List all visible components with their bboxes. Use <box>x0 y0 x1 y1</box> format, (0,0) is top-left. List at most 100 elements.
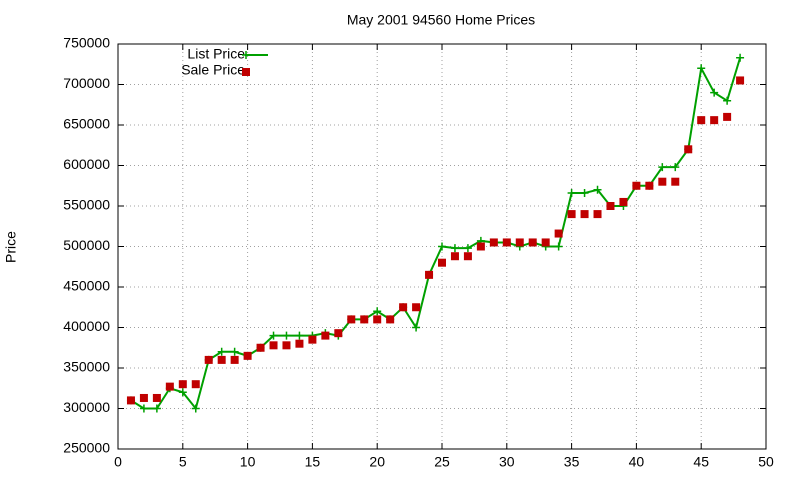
x-tick-label: 0 <box>114 454 122 470</box>
x-tick-label: 5 <box>179 454 187 470</box>
point-marker <box>386 315 395 324</box>
point-marker <box>489 238 498 247</box>
point-marker <box>541 238 550 247</box>
point-marker <box>269 341 278 350</box>
point-marker <box>399 303 408 312</box>
point-marker <box>243 351 252 360</box>
point-marker <box>476 242 485 251</box>
point-marker <box>723 96 732 105</box>
point-marker <box>217 355 226 364</box>
point-marker <box>425 270 434 279</box>
y-tick-label: 400000 <box>63 318 110 334</box>
point-marker <box>204 355 213 364</box>
point-marker <box>295 331 304 340</box>
point-marker <box>282 341 291 350</box>
point-marker <box>632 181 641 190</box>
point-marker <box>710 88 719 97</box>
point-marker <box>295 339 304 348</box>
point-marker <box>684 145 693 154</box>
point-marker <box>438 258 446 267</box>
series-line <box>130 57 742 411</box>
y-tick-label: 750000 <box>63 35 110 51</box>
point-marker <box>269 331 278 340</box>
point-marker <box>139 404 148 413</box>
point-marker <box>658 163 667 172</box>
y-tick-label: 350000 <box>63 359 110 375</box>
point-marker <box>502 238 511 247</box>
point-marker <box>360 315 369 324</box>
point-marker <box>347 315 356 324</box>
point-marker <box>230 355 239 364</box>
x-tick-label: 10 <box>240 454 256 470</box>
point-marker <box>152 404 161 413</box>
point-marker <box>450 252 459 261</box>
point-marker <box>554 242 563 251</box>
y-tick-label: 250000 <box>63 440 110 456</box>
x-tick-label: 40 <box>629 454 645 470</box>
point-marker <box>126 396 135 405</box>
legend-label: List Price <box>187 46 245 62</box>
point-marker <box>619 197 628 206</box>
y-tick-label: 500000 <box>63 237 110 253</box>
point-marker <box>217 347 226 356</box>
point-marker <box>321 331 330 340</box>
point-marker <box>178 388 187 397</box>
point-marker <box>438 242 446 251</box>
y-tick-label: 550000 <box>63 197 110 213</box>
point-marker <box>736 76 745 85</box>
point-marker <box>152 393 161 402</box>
legend-marker <box>242 51 250 59</box>
point-marker <box>723 112 732 121</box>
point-marker <box>593 185 602 194</box>
point-marker <box>230 347 239 356</box>
x-tick-label: 50 <box>758 454 774 470</box>
point-marker <box>412 323 421 332</box>
y-tick-label: 300000 <box>63 399 110 415</box>
point-marker <box>567 210 576 219</box>
point-marker <box>256 343 265 352</box>
point-marker <box>580 189 589 198</box>
y-tick-label: 650000 <box>63 116 110 132</box>
chart-title: May 2001 94560 Home Prices <box>347 12 535 28</box>
plot-border <box>117 43 767 450</box>
point-marker <box>671 163 680 172</box>
point-marker <box>697 116 706 125</box>
x-tick-label: 30 <box>499 454 515 470</box>
x-tick-label: 25 <box>434 454 450 470</box>
point-marker <box>593 210 602 219</box>
point-marker <box>191 404 200 413</box>
point-marker <box>373 307 382 316</box>
point-marker <box>515 238 524 247</box>
point-marker <box>580 210 589 219</box>
point-marker <box>373 315 382 324</box>
legend-marker <box>242 68 250 76</box>
y-tick-label: 450000 <box>63 278 110 294</box>
point-marker <box>658 177 667 186</box>
y-tick-label: 600000 <box>63 156 110 172</box>
point-marker <box>645 181 654 190</box>
point-marker <box>671 177 680 186</box>
x-tick-label: 15 <box>305 454 321 470</box>
point-marker <box>567 189 576 198</box>
legend-label: Sale Price <box>181 62 245 78</box>
point-marker <box>463 252 472 261</box>
point-marker <box>139 393 148 402</box>
point-marker <box>736 53 745 62</box>
x-tick-label: 35 <box>564 454 580 470</box>
x-tick-label: 45 <box>693 454 709 470</box>
point-marker <box>606 202 615 210</box>
point-marker <box>191 380 200 389</box>
point-marker <box>528 238 537 247</box>
point-marker <box>412 303 421 312</box>
point-marker <box>334 329 343 338</box>
point-marker <box>165 382 174 391</box>
point-marker <box>178 380 187 389</box>
y-tick-label: 700000 <box>63 75 110 91</box>
point-marker <box>710 116 719 125</box>
x-tick-label: 20 <box>369 454 385 470</box>
point-marker <box>282 331 291 340</box>
point-marker <box>554 229 563 238</box>
point-marker <box>308 335 317 344</box>
